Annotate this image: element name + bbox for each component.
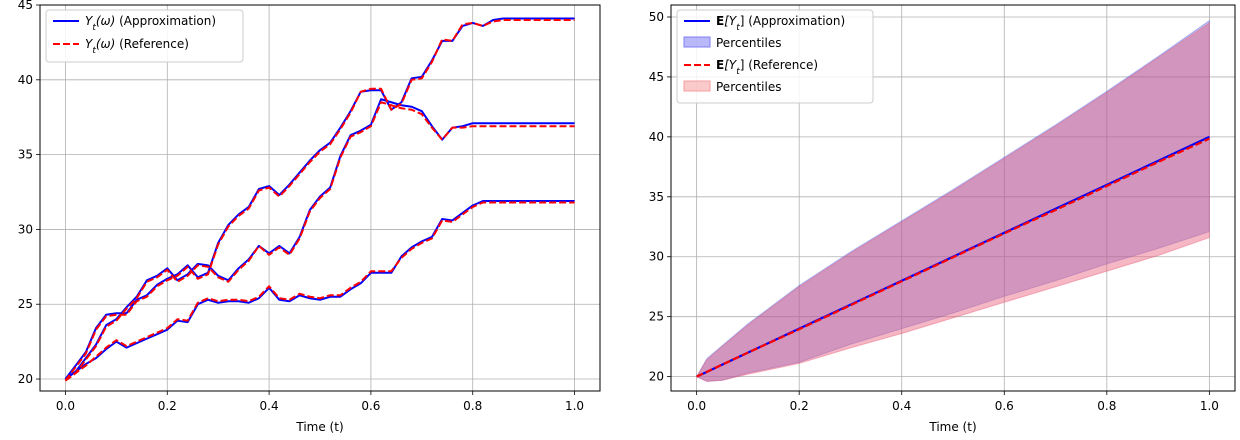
y-tick-label: 35 (18, 148, 33, 162)
x-tick-label: 0.2 (158, 399, 177, 413)
approximation-path-line-2 (64, 98, 575, 380)
legend-label: E[Yt] (Reference) (716, 58, 818, 77)
x-tick-label: 0.2 (790, 399, 809, 413)
legend-label: Yt(ω) (Approximation) (85, 14, 216, 33)
left-x-axis-label: Time (t) (295, 420, 343, 434)
x-tick-label: 0.8 (1097, 399, 1116, 413)
legend-patch-swatch (683, 36, 711, 48)
y-tick-label: 25 (18, 297, 33, 311)
y-tick-label: 35 (649, 190, 664, 204)
percentile-band-approximation (695, 19, 1210, 382)
y-tick-label: 40 (649, 130, 664, 144)
right-chart-mean: 0.0 0.2 0.4 0.6 0.8 1.0 20 25 30 35 40 45 50 Time (t… (649, 4, 1236, 434)
x-tick-label: 0.0 (56, 399, 75, 413)
legend-box (45, 9, 244, 63)
approximation-path-line-3 (64, 199, 575, 380)
left-ticks: 0.0 0.2 0.4 0.6 0.8 1.0 20 25 30 35 40 45 (18, 0, 584, 413)
legend-label: Yt(ω) (Reference) (85, 37, 189, 56)
y-tick-label: 45 (18, 0, 33, 12)
mean-line-reference (696, 137, 1210, 378)
y-tick-label: 30 (18, 222, 33, 236)
reference-path-line-2 (64, 101, 575, 382)
right-ticks: 0.0 0.2 0.4 0.6 0.8 1.0 20 25 30 35 40 45 50 (649, 10, 1219, 413)
x-tick-label: 0.4 (892, 399, 911, 413)
percentile-band-reference (695, 22, 1210, 382)
reference-path-line-3 (64, 201, 575, 382)
x-tick-label: 1.0 (565, 399, 584, 413)
x-tick-label: 0.4 (260, 399, 279, 413)
right-x-axis-label: Time (t) (928, 420, 976, 434)
legend-label: Percentiles (716, 80, 781, 94)
right-axes-frame (670, 4, 1236, 392)
x-tick-label: 1.0 (1200, 399, 1219, 413)
y-tick-label: 25 (649, 310, 664, 324)
y-tick-label: 50 (649, 10, 664, 24)
right-series-group (695, 19, 1210, 382)
y-tick-label: 30 (649, 250, 664, 264)
left-legend: Yt(ω) (Approximation) Yt(ω) (Reference) (45, 9, 244, 63)
left-series-group (64, 17, 575, 382)
legend-patch-swatch (683, 80, 711, 92)
legend-box (676, 9, 874, 104)
x-tick-label: 0.6 (995, 399, 1014, 413)
x-tick-label: 0.0 (687, 399, 706, 413)
x-tick-label: 0.6 (361, 399, 380, 413)
y-tick-label: 40 (18, 73, 33, 87)
x-tick-label: 0.8 (463, 399, 482, 413)
left-axes-frame (39, 4, 601, 392)
reference-path-line-1 (64, 18, 575, 382)
right-legend: E[Yt] (Approximation) Percentiles E[Yt] (R… (676, 9, 874, 104)
y-tick-label: 45 (649, 70, 664, 84)
legend-label: E[Yt] (Approximation) (716, 14, 845, 33)
legend-label: Percentiles (716, 36, 781, 50)
y-tick-label: 20 (649, 370, 664, 384)
y-tick-label: 20 (18, 372, 33, 386)
